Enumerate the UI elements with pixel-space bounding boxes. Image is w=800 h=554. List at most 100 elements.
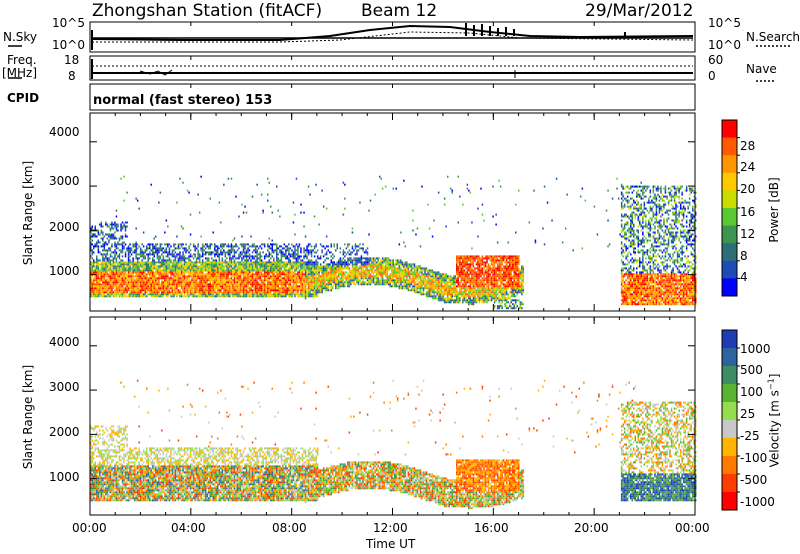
heatmap-cell (156, 269, 159, 272)
heatmap-cell (114, 263, 116, 266)
heatmap-cell (395, 277, 397, 280)
heatmap-cell (123, 263, 125, 266)
nsearch-tick-top: 10^5 (708, 16, 741, 30)
heatmap-cell (254, 251, 257, 254)
heatmap-cell (267, 267, 269, 270)
heatmap-cell (260, 273, 263, 276)
heatmap-cell (354, 263, 357, 266)
heatmap-cell (90, 255, 92, 258)
heatmap-cell (268, 293, 270, 296)
heatmap-cell (253, 281, 255, 284)
heatmap-cell (99, 277, 101, 280)
heatmap-cell (182, 263, 184, 266)
heatmap-cell (208, 253, 210, 256)
heatmap-cell (204, 285, 207, 288)
heatmap-cell (94, 295, 96, 298)
heatmap-cell (121, 289, 124, 292)
heatmap-cell (126, 235, 128, 238)
heatmap-cell (451, 295, 453, 298)
heatmap-cell (460, 275, 463, 278)
heatmap-cell (208, 265, 210, 268)
heatmap-cell (356, 257, 358, 260)
heatmap-cell (236, 277, 239, 280)
heatmap-cell (335, 249, 337, 252)
heatmap-cell (335, 273, 337, 276)
heatmap-cell (413, 263, 416, 266)
heatmap-cell (410, 279, 413, 282)
heatmap-cell (150, 285, 152, 288)
heatmap-cell (209, 275, 211, 278)
heatmap-cell (218, 257, 221, 260)
heatmap-cell (214, 279, 216, 282)
heatmap-cell (294, 269, 296, 272)
heatmap-cell (103, 267, 106, 270)
heatmap-cell (130, 281, 133, 284)
date-label: 29/Mar/2012 (585, 1, 694, 21)
heatmap-cell (129, 243, 131, 246)
heatmap-cell (100, 289, 103, 292)
heatmap-cell (439, 299, 441, 302)
heatmap-cell (283, 243, 286, 246)
heatmap-cell (97, 277, 100, 280)
heatmap-cell (303, 251, 305, 254)
heatmap-cell (401, 269, 404, 272)
heatmap-cell (117, 291, 119, 294)
heatmap-cell (185, 247, 187, 250)
heatmap-cell (97, 267, 100, 270)
heatmap-cell (91, 293, 93, 296)
heatmap-cell (239, 275, 242, 278)
heatmap-cell (174, 259, 177, 262)
heatmap-cell (146, 247, 148, 250)
heatmap-cell (409, 265, 411, 268)
heatmap-cell (450, 285, 452, 288)
heatmap-cell (251, 269, 254, 272)
heatmap-cell (267, 263, 269, 266)
heatmap-cell (347, 263, 349, 266)
heatmap-cell (206, 245, 208, 248)
heatmap-cell (294, 283, 296, 286)
heatmap-cell (410, 281, 413, 284)
heatmap-cell (218, 289, 221, 292)
heatmap-cell (195, 295, 198, 298)
heatmap-cell (391, 279, 393, 282)
heatmap-cell (192, 269, 195, 272)
heatmap-cell (300, 269, 302, 272)
heatmap-cell (310, 285, 313, 288)
heatmap-cell (280, 249, 283, 252)
heatmap-cell (120, 261, 122, 264)
heatmap-cell (105, 263, 107, 266)
heatmap-cell (448, 301, 450, 304)
heatmap-cell (315, 265, 317, 268)
heatmap-cell (245, 279, 248, 282)
heatmap-cell (360, 267, 363, 270)
heatmap-cell (419, 271, 422, 274)
heatmap-cell (218, 265, 221, 268)
heatmap-cell (397, 275, 399, 278)
heatmap-cell (127, 285, 130, 288)
heatmap-cell (262, 267, 264, 270)
heatmap-cell (221, 287, 224, 290)
heatmap-cell (267, 279, 269, 282)
heatmap-cell (238, 215, 240, 218)
heatmap-cell (220, 285, 222, 288)
heatmap-cell (198, 267, 201, 270)
heatmap-cell (463, 299, 466, 302)
heatmap-cell (171, 253, 174, 256)
heatmap-cell (238, 255, 240, 258)
heatmap-cell (395, 283, 397, 286)
heatmap-cell (259, 291, 261, 294)
heatmap-cell (212, 287, 214, 290)
heatmap-cell (351, 269, 354, 272)
heatmap-cell (177, 285, 180, 288)
heatmap-cell (106, 285, 109, 288)
heatmap-cell (313, 291, 316, 294)
heatmap-cell (164, 267, 166, 270)
heatmap-cell (182, 255, 184, 258)
heatmap-cell (244, 259, 246, 262)
heatmap-cell (451, 297, 453, 300)
heatmap-cell (342, 273, 345, 276)
heatmap-cell (197, 295, 199, 298)
heatmap-cell (404, 273, 407, 276)
heatmap-cell (170, 269, 172, 272)
heatmap-cell (280, 281, 283, 284)
